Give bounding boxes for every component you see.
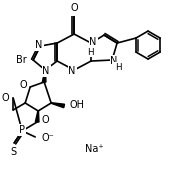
- Text: O⁻: O⁻: [41, 133, 54, 143]
- Text: Br: Br: [16, 55, 27, 65]
- Text: OH: OH: [69, 100, 84, 110]
- Text: O: O: [70, 5, 78, 15]
- Text: N: N: [42, 66, 50, 76]
- Text: Na⁺: Na⁺: [85, 144, 104, 154]
- Text: O: O: [70, 3, 78, 13]
- Polygon shape: [51, 103, 64, 108]
- Text: N: N: [110, 56, 118, 66]
- Text: N: N: [68, 66, 76, 76]
- Polygon shape: [35, 111, 39, 122]
- Text: S: S: [10, 147, 16, 157]
- Text: O: O: [20, 80, 27, 90]
- Text: P: P: [19, 125, 25, 135]
- Text: N: N: [89, 37, 97, 47]
- Text: N: N: [36, 40, 43, 50]
- Text: O: O: [2, 93, 9, 103]
- Text: H: H: [87, 48, 93, 57]
- Text: H: H: [115, 63, 121, 71]
- Text: O: O: [41, 115, 49, 125]
- Polygon shape: [42, 70, 46, 82]
